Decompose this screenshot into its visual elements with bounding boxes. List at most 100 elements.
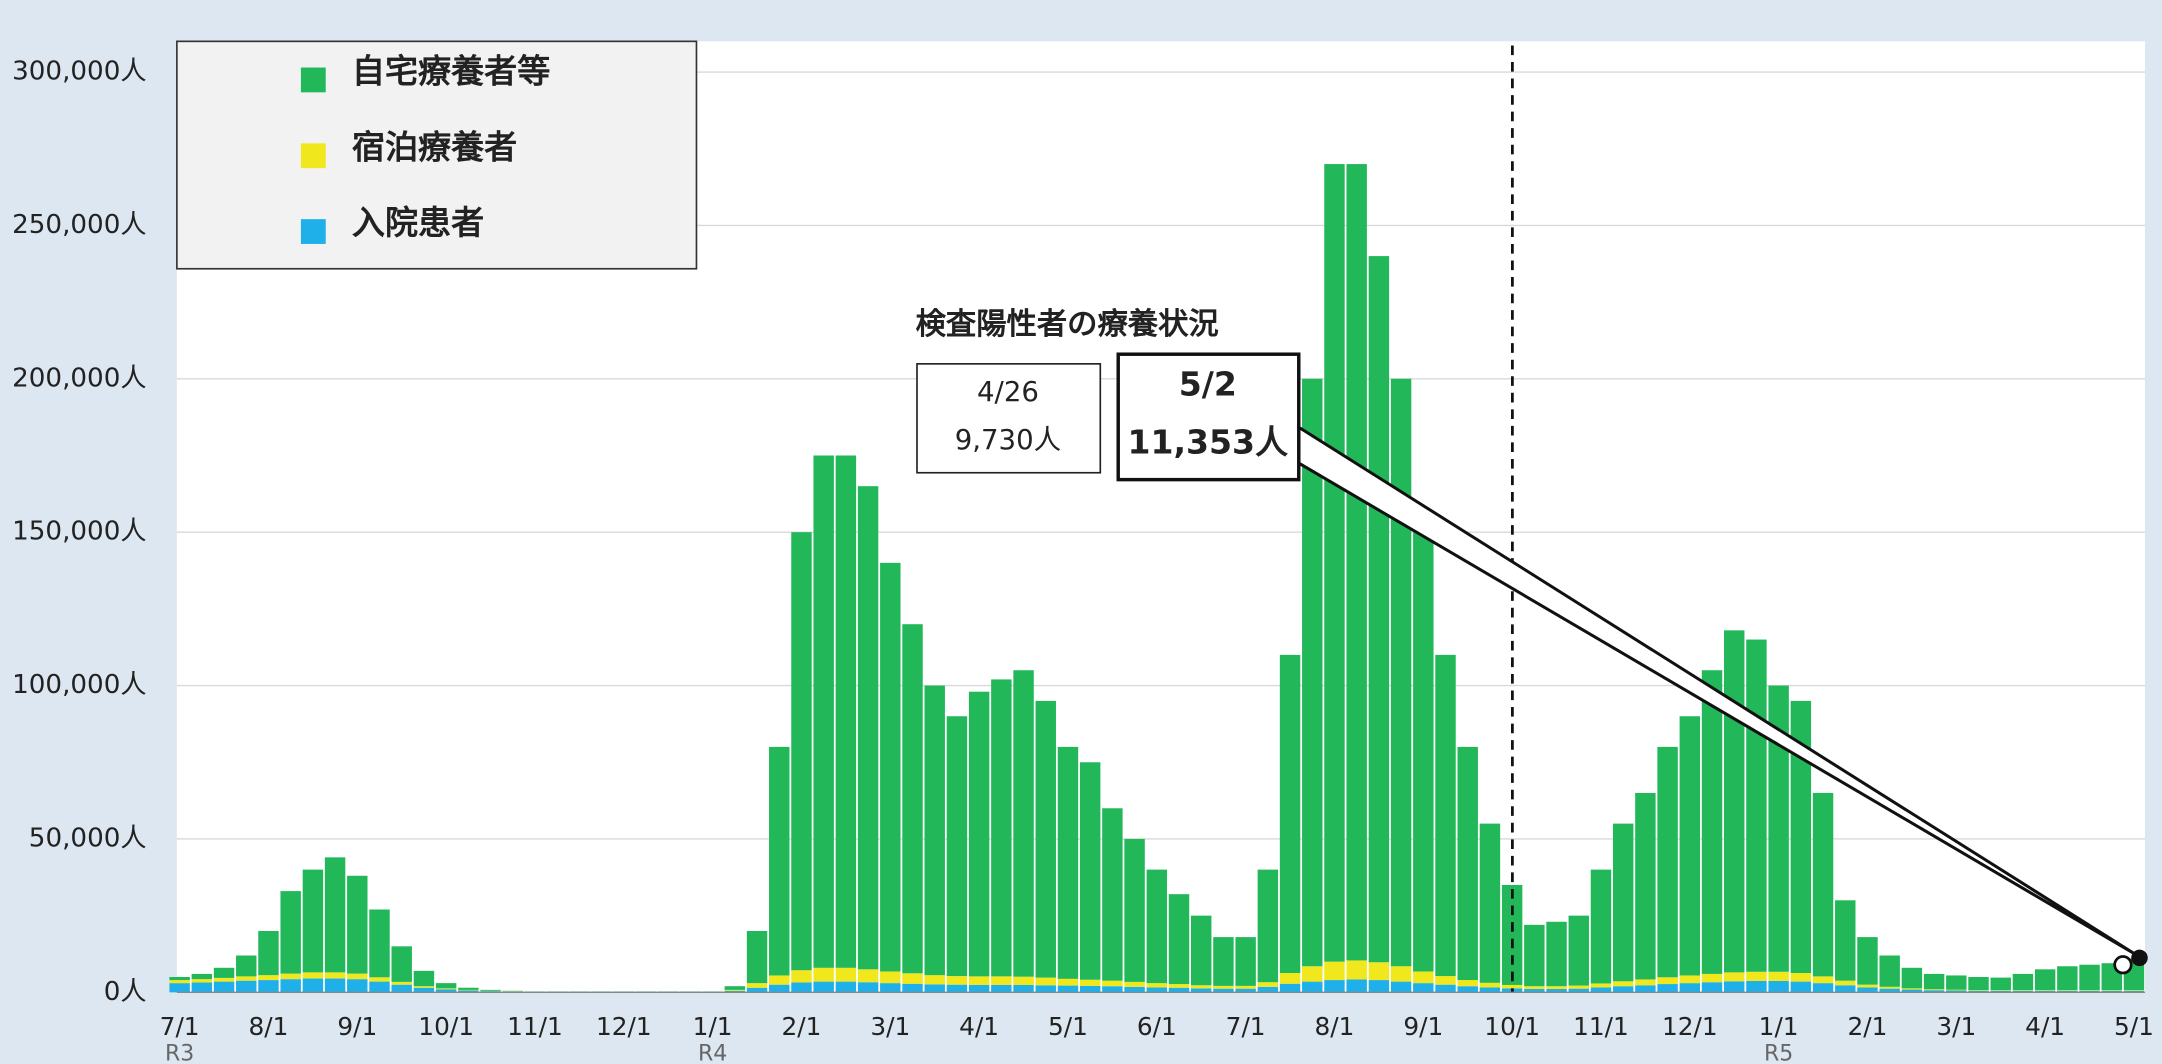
bar-segment — [1102, 808, 1123, 981]
x-tick-label: 9/1 — [337, 1012, 377, 1041]
bar-segment — [1501, 984, 1523, 989]
bar-segment — [1768, 685, 1789, 972]
bar-segment — [1590, 987, 1612, 993]
bar-segment — [1457, 746, 1478, 981]
bar-segment — [1146, 987, 1168, 993]
bar-segment — [1146, 869, 1168, 984]
bar-segment — [746, 930, 768, 984]
bar-segment — [1812, 983, 1834, 993]
annotation-box — [916, 363, 1102, 474]
bar-segment — [1346, 979, 1367, 993]
bar-segment — [724, 989, 746, 991]
x-tick-label: 11/1 — [1573, 1012, 1629, 1041]
bar-segment — [1946, 990, 1967, 993]
bar-segment — [1390, 966, 1412, 982]
bar-segment — [1990, 990, 2011, 991]
bar-segment — [1368, 256, 1390, 963]
bar-segment — [1768, 971, 1789, 981]
bar-segment — [1679, 975, 1701, 984]
bar-segment — [1590, 983, 1612, 988]
bar-segment — [791, 982, 812, 993]
bar-segment — [1302, 966, 1323, 982]
bar-segment — [724, 986, 746, 990]
bar-segment — [1612, 981, 1634, 987]
bar-segment — [968, 984, 990, 993]
bar-segment — [1946, 975, 1967, 990]
bar-segment — [236, 980, 257, 993]
bar-segment — [924, 685, 945, 976]
bar-segment — [1235, 937, 1256, 986]
bar-segment — [169, 983, 190, 993]
bar-segment — [258, 975, 279, 981]
bar-segment — [391, 946, 412, 982]
bar-segment — [1879, 988, 1900, 993]
bar-segment — [1124, 986, 1145, 993]
bar-segment — [236, 976, 257, 981]
bar-segment — [324, 978, 346, 993]
bar-segment — [924, 975, 945, 985]
bar-segment — [258, 980, 279, 993]
bar-segment — [1368, 962, 1390, 981]
bar-segment — [1546, 921, 1567, 987]
bar-segment — [2057, 990, 2078, 991]
bar-segment — [1079, 985, 1101, 993]
bar-segment — [880, 562, 901, 972]
bar-segment — [1612, 986, 1634, 993]
bar-segment — [1213, 988, 1234, 993]
legend-label: 自宅療養者等 — [352, 52, 550, 91]
bar-segment — [1257, 986, 1279, 993]
bar-segment — [1679, 716, 1701, 976]
bar-segment — [1435, 984, 1456, 993]
bar-segment — [302, 972, 324, 979]
bar-segment — [1835, 900, 1856, 981]
bar-segment — [2101, 990, 2122, 991]
bar-segment — [1990, 990, 2011, 993]
bar-segment — [1724, 972, 1745, 982]
bar-segment — [1257, 869, 1279, 983]
bar-segment — [1413, 532, 1434, 972]
bar-segment — [1213, 985, 1234, 989]
bar-segment — [369, 981, 390, 993]
bar-segment — [413, 970, 435, 987]
bar-segment — [435, 983, 457, 989]
bar-segment — [746, 983, 768, 988]
bar-segment — [1568, 985, 1589, 989]
bar-segment — [302, 978, 324, 993]
x-tick-label: 11/1 — [507, 1012, 563, 1041]
bar-segment — [1035, 985, 1056, 993]
bar-segment — [191, 982, 213, 993]
bar-segment — [991, 976, 1012, 985]
bar-segment — [1635, 985, 1656, 993]
bar-segment — [1901, 988, 1923, 990]
y-tick-label: 100,000人 — [12, 670, 146, 700]
bar-segment — [1790, 973, 1812, 982]
bar-segment — [1835, 985, 1856, 993]
bar-segment — [2012, 990, 2034, 991]
bar-segment — [1457, 986, 1478, 993]
era-label: R4 — [698, 1041, 727, 1064]
era-label: R3 — [165, 1041, 194, 1064]
bar-segment — [1057, 978, 1079, 986]
bar-segment — [213, 967, 235, 978]
bar-segment — [1302, 378, 1323, 967]
bar-segment — [1146, 983, 1168, 988]
bar-segment — [791, 532, 812, 971]
bar-segment — [480, 989, 501, 991]
bar-segment — [369, 909, 390, 978]
bar-segment — [347, 979, 368, 993]
legend-label: 入院患者 — [352, 203, 484, 242]
bar-segment — [991, 984, 1012, 993]
x-tick-label: 4/1 — [959, 1012, 999, 1041]
bar-segment — [1390, 378, 1412, 967]
bar-segment — [1657, 977, 1678, 985]
bar-segment — [1324, 961, 1345, 981]
bar-segment — [1857, 987, 1878, 993]
bar-segment — [1257, 982, 1279, 987]
bar-segment — [1079, 979, 1101, 986]
bar-segment — [1435, 654, 1456, 977]
bar-segment — [1724, 981, 1745, 993]
y-tick-label: 200,000人 — [12, 363, 146, 393]
legend-swatch — [300, 67, 326, 93]
bar-segment — [302, 869, 324, 973]
